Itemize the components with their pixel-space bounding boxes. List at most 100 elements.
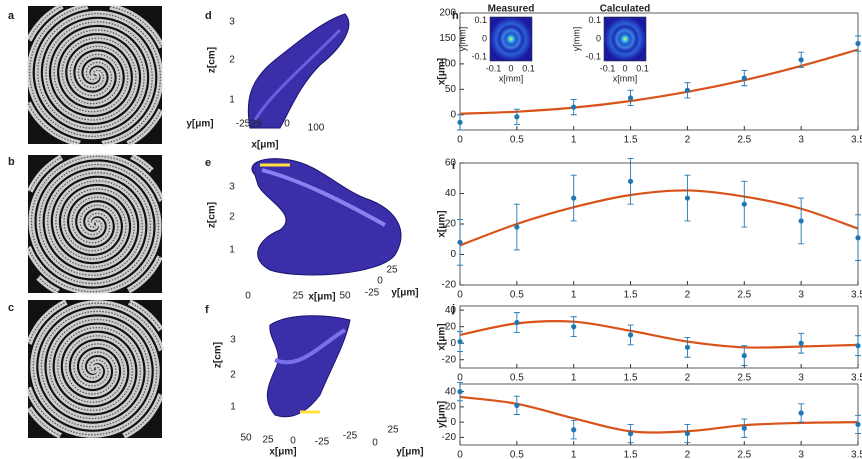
x-tick-label: 0	[457, 373, 463, 384]
x-tick-label: 0	[245, 291, 251, 302]
data-point	[514, 224, 520, 230]
data-point	[571, 104, 577, 110]
x-tick-label: 0	[457, 450, 463, 459]
data-point	[514, 114, 520, 120]
inset-y-tick-label: -0.1	[471, 52, 487, 62]
spiral-fringe	[30, 155, 163, 293]
x-tick-label: 1.5	[624, 450, 638, 459]
x-tick-label: 0	[457, 290, 463, 301]
x-tick-label: 1	[571, 373, 577, 384]
spiral-fringe	[27, 301, 162, 436]
data-point	[684, 195, 691, 201]
y-tick-label: -20	[442, 354, 457, 365]
data-point	[798, 57, 804, 63]
inset-x-tick-label: -0.1	[600, 63, 616, 73]
x-tick-label: 2.5	[737, 450, 751, 459]
y-tick-label: 60	[445, 158, 457, 169]
data-point	[855, 235, 861, 241]
x-tick-label: 2	[685, 373, 691, 384]
data-point	[798, 218, 804, 224]
x-tick-label: 1	[571, 290, 577, 301]
y-axis-label: x[μm]	[437, 210, 448, 237]
y-tick-label: 0	[372, 438, 378, 449]
panel-label: f	[205, 304, 209, 316]
y-tick-label: -20	[442, 432, 457, 443]
x-tick-label: 100	[308, 123, 325, 134]
data-point	[457, 389, 463, 395]
spiral-fringe	[28, 302, 163, 437]
x-tick-label: 1	[571, 450, 577, 459]
x-tick-label: 2	[685, 450, 691, 459]
y-tick-label: 25	[386, 265, 398, 276]
spiral-fringe	[27, 5, 162, 145]
y-tick-label: 40	[445, 305, 457, 316]
y-axis-label: y[μm]	[186, 119, 213, 130]
data-point	[741, 425, 747, 431]
panel-label: a	[8, 10, 15, 22]
x-tick-label: 0	[457, 135, 463, 146]
spiral-fringe	[28, 5, 163, 145]
data-point	[798, 340, 804, 346]
inset-x-tick-label: 0.1	[522, 63, 535, 73]
data-point	[457, 239, 463, 245]
inset-x-tick-label: -0.1	[486, 63, 502, 73]
inset-y-label: y[mm]	[457, 27, 467, 52]
inset-x-tick-label: 0	[622, 63, 627, 73]
data-point	[571, 324, 577, 330]
x-axis-label: x[μm]	[251, 140, 278, 151]
x-tick-label: 1.5	[624, 135, 638, 146]
x-tick-label: 50	[240, 433, 252, 444]
inset-y-tick-label: 0.1	[474, 15, 487, 25]
panel-label: h	[452, 10, 459, 22]
z-tick-label: 1	[229, 95, 235, 106]
y-axis-label: x[μm]	[437, 58, 448, 85]
data-point	[855, 421, 861, 428]
x-tick-label: 3	[798, 373, 804, 384]
x-tick-label: 0.5	[510, 290, 524, 301]
inset-frame	[603, 16, 647, 62]
z-tick-label: 3	[230, 335, 236, 346]
data-point	[571, 195, 577, 201]
x-tick-label: 25	[250, 119, 262, 130]
x-tick-label: 0.5	[510, 450, 524, 459]
inset-images	[490, 17, 646, 61]
y-axis-label: x[μm]	[437, 323, 448, 350]
panel-label: i	[452, 160, 455, 172]
spiral-images	[25, 3, 165, 439]
fit-line	[459, 48, 859, 115]
x-tick-label: 3	[798, 135, 804, 146]
data-point	[457, 338, 463, 345]
inset-y-tick-label: 0	[482, 33, 487, 43]
inset-title: Measured	[488, 4, 535, 15]
y-tick-label: 150	[439, 33, 456, 44]
panel-label: b	[8, 156, 15, 168]
x-tick-label: 0.5	[510, 373, 524, 384]
y-axis-label: y[μm]	[396, 447, 423, 458]
y-tick-label: 0	[450, 417, 456, 428]
z-tick-label: 3	[229, 182, 235, 193]
inset-title: Calculated	[600, 4, 651, 15]
y-axis-label: y[μm]	[437, 401, 448, 428]
plot-frame	[459, 383, 859, 446]
y-tick-label: 25	[387, 425, 399, 436]
x-tick-label: 0	[284, 119, 290, 130]
x-tick-label: 2	[685, 135, 691, 146]
x-tick-label: 50	[339, 291, 351, 302]
inset-y-tick-label: 0.1	[588, 15, 601, 25]
y-tick-label: 20	[445, 219, 457, 230]
inset-y-tick-label: -0.1	[585, 52, 601, 62]
x-tick-label: 1	[571, 135, 577, 146]
data-point	[627, 430, 634, 437]
data-point	[798, 410, 804, 416]
data-point	[684, 87, 691, 93]
y-tick-label: 40	[445, 188, 457, 199]
data-point	[627, 178, 634, 184]
z-tick-label: 2	[230, 370, 236, 381]
z-tick-label: 3	[229, 17, 235, 28]
x-axis-label: x[μm]	[269, 447, 296, 458]
z-axis-label: z[cm]	[207, 202, 218, 228]
x-tick-label: 2.5	[737, 135, 751, 146]
panel-label: j	[451, 303, 455, 315]
